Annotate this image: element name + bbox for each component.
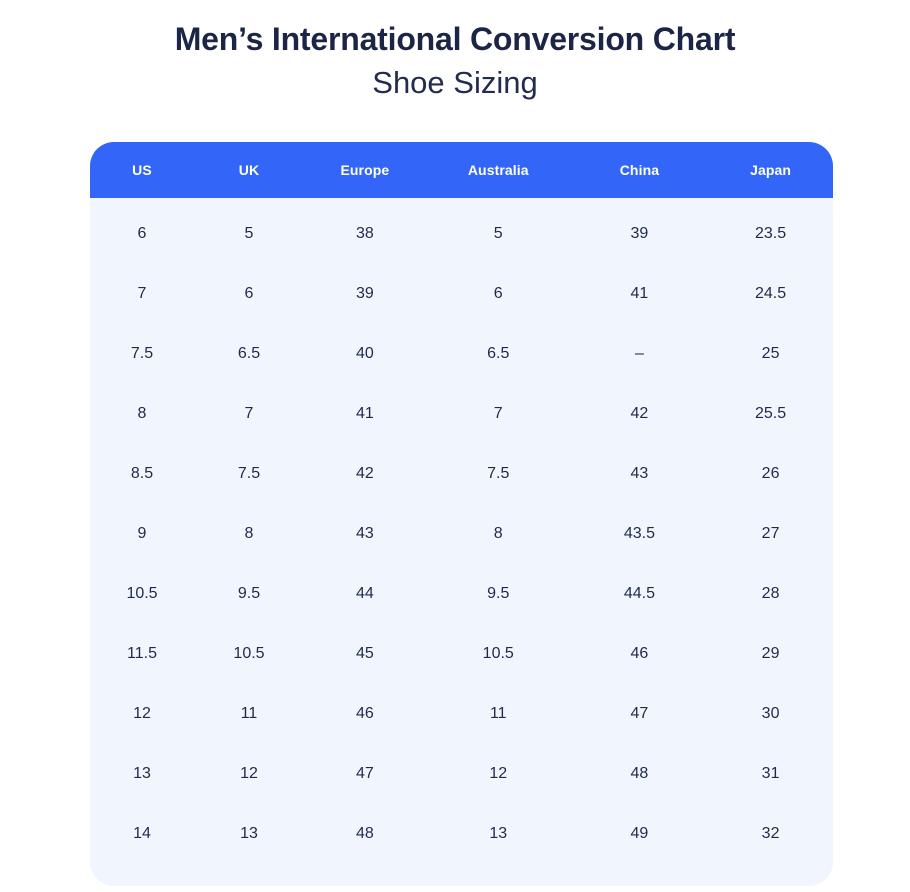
column-header-australia[interactable]: Australia [467, 162, 529, 178]
table-row: 14 13 48 13 49 32 [90, 804, 833, 886]
column-header-china[interactable]: China [619, 162, 660, 178]
cell-japan: 24.5 [755, 285, 787, 302]
table-row: 9 8 43 8 43.5 27 [90, 504, 833, 564]
cell-uk: 7.5 [237, 465, 261, 482]
cell-us: 14 [133, 825, 151, 842]
cell-uk: 8 [244, 525, 254, 542]
cell-australia: 13 [489, 825, 508, 842]
cell-australia: 6.5 [487, 345, 510, 362]
cell-uk: 6 [244, 285, 254, 302]
table-header: US UK Europe Australia China Japan [90, 142, 833, 198]
table-body: 6 5 38 5 39 23.5 7 6 39 6 41 24.5 7.5 [90, 198, 833, 886]
cell-europe: 39 [355, 285, 374, 302]
column-header-us[interactable]: US [132, 162, 152, 178]
page-subtitle: Shoe Sizing [372, 65, 538, 100]
cell-europe: 43 [355, 525, 374, 542]
cell-china: 42 [630, 405, 649, 422]
cell-china: 46 [630, 645, 649, 662]
cell-china: 48 [630, 765, 649, 782]
cell-uk: 11 [240, 705, 258, 722]
table-header-row: US UK Europe Australia China Japan [90, 142, 833, 198]
cell-us: 11.5 [127, 645, 157, 662]
cell-us: 13 [133, 765, 151, 782]
cell-china: 47 [630, 705, 649, 722]
cell-australia: 7.5 [487, 465, 510, 482]
cell-australia: 5 [493, 225, 503, 242]
table-row: 7.5 6.5 40 6.5 – 25 [90, 324, 833, 384]
cell-australia: 7 [493, 405, 503, 422]
cell-japan: 25.5 [755, 405, 787, 422]
table-row: 13 12 47 12 48 31 [90, 744, 833, 804]
cell-us: 9 [137, 525, 147, 542]
cell-australia: 11 [489, 705, 507, 722]
cell-europe: 44 [355, 585, 374, 602]
cell-europe: 40 [355, 345, 374, 362]
cell-uk: 9.5 [237, 585, 261, 602]
cell-us: 7.5 [130, 345, 154, 362]
cell-uk: 6.5 [237, 345, 261, 362]
cell-us: 6 [137, 225, 147, 242]
table-row: 6 5 38 5 39 23.5 [90, 198, 833, 264]
cell-japan: 26 [761, 465, 780, 482]
cell-china: – [634, 345, 644, 362]
cell-europe: 48 [355, 825, 374, 842]
heading-block: Men’s International Conversion Chart Sho… [0, 18, 910, 104]
cell-japan: 23.5 [755, 225, 787, 242]
table-row: 8 7 41 7 42 25.5 [90, 384, 833, 444]
cell-japan: 29 [761, 645, 780, 662]
cell-europe: 46 [355, 705, 374, 722]
table-row: 7 6 39 6 41 24.5 [90, 264, 833, 324]
size-conversion-table: US UK Europe Australia China Japan 6 5 3… [90, 142, 833, 886]
table-row: 8.5 7.5 42 7.5 43 26 [90, 444, 833, 504]
cell-uk: 7 [244, 405, 254, 422]
cell-uk: 5 [244, 225, 254, 242]
column-header-europe[interactable]: Europe [340, 162, 390, 178]
cell-japan: 25 [761, 345, 780, 362]
cell-china: 41 [630, 285, 649, 302]
cell-europe: 38 [355, 225, 374, 242]
cell-china: 44.5 [623, 585, 655, 602]
table-row: 12 11 46 11 47 30 [90, 684, 833, 744]
cell-europe: 47 [355, 765, 374, 782]
cell-australia: 8 [493, 525, 503, 542]
cell-japan: 31 [761, 765, 780, 782]
page-title: Men’s International Conversion Chart [174, 21, 736, 57]
cell-china: 43.5 [623, 525, 655, 542]
cell-japan: 27 [761, 525, 780, 542]
cell-japan: 32 [761, 825, 780, 842]
cell-australia: 12 [489, 765, 508, 782]
cell-us: 7 [137, 285, 147, 302]
cell-us: 10.5 [126, 585, 158, 602]
cell-china: 39 [630, 225, 649, 242]
column-header-uk[interactable]: UK [238, 162, 260, 178]
column-header-japan[interactable]: Japan [750, 162, 792, 178]
cell-europe: 45 [355, 645, 374, 662]
cell-japan: 30 [761, 705, 780, 722]
cell-china: 43 [630, 465, 649, 482]
cell-japan: 28 [761, 585, 780, 602]
table-row: 10.5 9.5 44 9.5 44.5 28 [90, 564, 833, 624]
table-row: 11.5 10.5 45 10.5 46 29 [90, 624, 833, 684]
cell-australia: 10.5 [482, 645, 514, 662]
cell-australia: 9.5 [487, 585, 510, 602]
cell-uk: 10.5 [233, 645, 265, 662]
cell-europe: 42 [355, 465, 374, 482]
cell-australia: 6 [493, 285, 503, 302]
cell-us: 8.5 [130, 465, 154, 482]
cell-us: 12 [133, 705, 151, 722]
cell-uk: 12 [240, 765, 258, 782]
size-conversion-table-card: US UK Europe Australia China Japan 6 5 3… [90, 142, 833, 886]
cell-us: 8 [137, 405, 147, 422]
cell-europe: 41 [355, 405, 374, 422]
cell-china: 49 [630, 825, 649, 842]
cell-uk: 13 [240, 825, 258, 842]
